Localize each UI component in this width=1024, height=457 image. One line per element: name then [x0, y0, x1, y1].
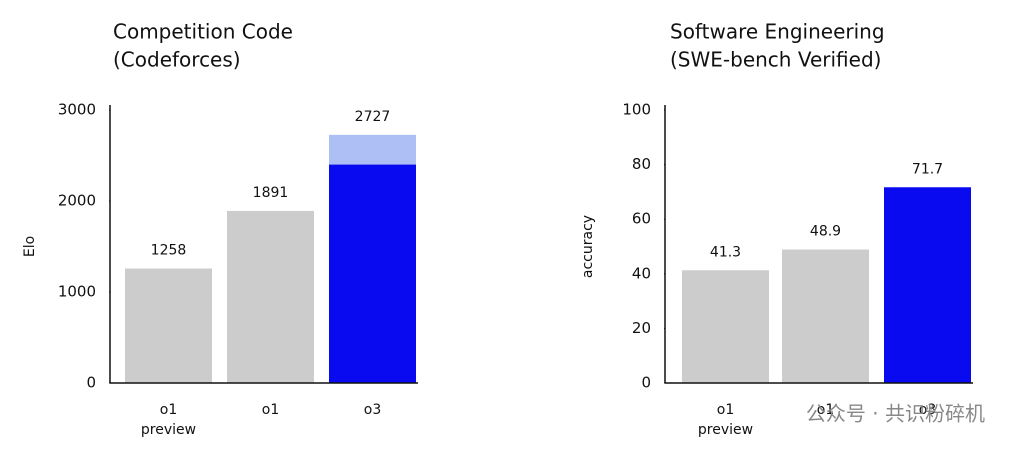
chart-title: Competition Code	[113, 20, 293, 44]
chart-title: (SWE-bench Verified)	[670, 48, 881, 72]
value-label: 41.3	[710, 244, 741, 260]
x-tick-label: o3	[364, 402, 381, 418]
y-tick-label: 3000	[58, 101, 96, 119]
y-tick-label: 0	[641, 374, 651, 392]
y-tick-label: 2000	[58, 192, 96, 210]
bar	[682, 270, 769, 383]
y-axis-label: accuracy	[580, 215, 596, 278]
y-axis-label: Elo	[22, 236, 38, 257]
y-tick-label: 1000	[58, 283, 96, 301]
y-tick-label: 20	[632, 319, 651, 337]
y-tick-label: 60	[632, 210, 651, 228]
value-label: 2727	[355, 109, 391, 125]
y-tick-label: 80	[632, 155, 651, 173]
value-label: 1258	[151, 243, 187, 259]
value-label: 71.7	[912, 161, 943, 177]
x-tick-label: o3	[919, 402, 936, 418]
bar	[227, 210, 314, 383]
x-tick-label: o1 preview	[141, 402, 196, 438]
y-tick-label: 0	[86, 374, 96, 392]
chart-title: Software Engineering	[670, 20, 885, 44]
x-tick-label: o1 preview	[698, 402, 753, 438]
watermark: 公众号 · 共识粉碎机	[806, 402, 985, 426]
chart-title: (Codeforces)	[113, 48, 241, 72]
x-tick-label: o1	[262, 402, 279, 418]
bar-highlight	[329, 164, 416, 383]
y-tick-label: 100	[622, 101, 651, 119]
bar	[125, 268, 212, 383]
x-tick-label: o1	[817, 402, 834, 418]
bar	[782, 249, 869, 383]
y-tick-label: 40	[632, 264, 651, 282]
value-label: 1891	[253, 185, 289, 201]
value-label: 48.9	[810, 224, 841, 240]
bar	[884, 187, 971, 383]
